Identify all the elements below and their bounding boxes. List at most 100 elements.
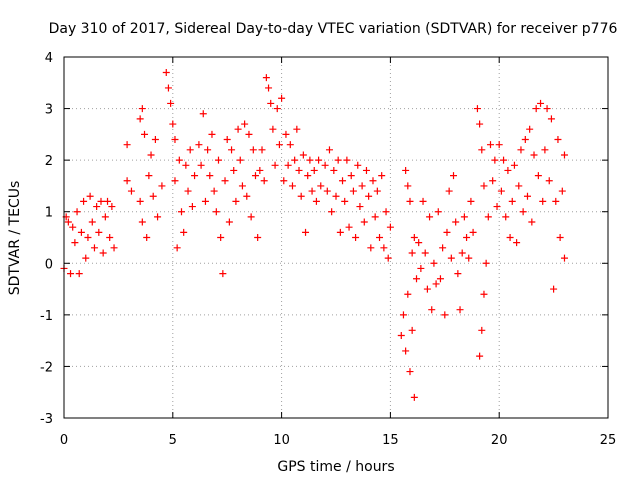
data-point xyxy=(323,187,331,195)
data-point xyxy=(204,146,212,154)
data-point xyxy=(441,311,449,319)
data-point xyxy=(447,254,455,262)
data-point xyxy=(513,239,521,247)
data-point xyxy=(104,197,112,205)
data-point xyxy=(478,326,486,334)
data-point xyxy=(195,141,203,149)
data-point xyxy=(73,208,81,216)
data-point xyxy=(95,228,103,236)
data-point xyxy=(106,234,114,241)
data-point xyxy=(347,172,355,180)
y-tick-label: 0 xyxy=(45,257,53,272)
data-point xyxy=(339,177,347,185)
data-point xyxy=(460,213,468,221)
data-point xyxy=(362,166,370,174)
data-point xyxy=(221,177,229,185)
data-point xyxy=(280,177,288,185)
data-point xyxy=(278,94,286,102)
data-point xyxy=(469,228,477,236)
data-point xyxy=(108,203,116,211)
data-point xyxy=(71,239,79,247)
data-point xyxy=(304,172,312,180)
data-point xyxy=(484,213,492,221)
data-point xyxy=(480,290,488,298)
data-point xyxy=(141,130,149,138)
data-point xyxy=(360,218,368,226)
data-point xyxy=(508,197,516,205)
data-point xyxy=(191,172,199,180)
data-point xyxy=(197,161,205,169)
data-point xyxy=(82,254,90,262)
data-point xyxy=(504,166,512,174)
data-point xyxy=(545,177,553,185)
data-point xyxy=(167,99,175,107)
data-point xyxy=(343,156,351,164)
data-point xyxy=(173,244,181,252)
data-point xyxy=(238,182,246,190)
data-point xyxy=(232,197,240,205)
data-point xyxy=(386,223,394,231)
data-point xyxy=(404,182,412,190)
data-point xyxy=(77,228,85,236)
data-point xyxy=(380,244,388,252)
data-point xyxy=(476,352,484,360)
data-point xyxy=(206,172,214,180)
data-point xyxy=(182,161,190,169)
data-point xyxy=(293,125,301,133)
data-point xyxy=(297,192,305,200)
data-point xyxy=(378,172,386,180)
data-point xyxy=(260,177,268,185)
data-point xyxy=(523,192,531,200)
y-tick-label: 4 xyxy=(45,51,53,66)
data-point xyxy=(84,234,92,241)
data-point xyxy=(210,187,218,195)
data-point xyxy=(306,156,314,164)
x-tick-label: 10 xyxy=(273,433,290,448)
data-point xyxy=(217,234,225,241)
data-point xyxy=(110,244,118,252)
data-point xyxy=(127,187,135,195)
data-point xyxy=(247,213,255,221)
y-tick-label: -1 xyxy=(40,309,53,324)
data-point xyxy=(528,218,536,226)
data-point xyxy=(421,249,429,257)
data-point xyxy=(171,136,179,144)
data-point xyxy=(201,197,209,205)
data-point xyxy=(530,151,538,159)
data-point xyxy=(552,197,560,205)
data-point xyxy=(406,368,414,376)
x-tick-label: 5 xyxy=(169,433,177,448)
data-point xyxy=(560,151,568,159)
data-point xyxy=(550,285,558,293)
data-point xyxy=(154,213,162,221)
data-point xyxy=(493,203,501,211)
data-point xyxy=(478,146,486,154)
data-point xyxy=(267,99,275,107)
data-point xyxy=(439,244,447,252)
data-point xyxy=(262,74,270,82)
data-point xyxy=(332,192,340,200)
data-point xyxy=(315,156,323,164)
data-point xyxy=(90,244,98,252)
data-point xyxy=(413,275,421,283)
data-point xyxy=(138,105,146,113)
data-point xyxy=(256,166,264,174)
data-point xyxy=(473,105,481,113)
data-point xyxy=(336,228,344,236)
data-point xyxy=(430,259,438,267)
data-point xyxy=(199,110,207,118)
data-point xyxy=(517,146,525,154)
data-point xyxy=(423,285,431,293)
data-point xyxy=(547,115,555,123)
data-point xyxy=(245,130,253,138)
data-point xyxy=(434,208,442,216)
data-point xyxy=(225,218,233,226)
data-point xyxy=(330,166,338,174)
data-point xyxy=(265,84,273,92)
data-point xyxy=(223,136,231,144)
data-point xyxy=(212,208,220,216)
data-point xyxy=(410,393,418,401)
data-point xyxy=(415,239,423,247)
data-point xyxy=(143,234,151,241)
